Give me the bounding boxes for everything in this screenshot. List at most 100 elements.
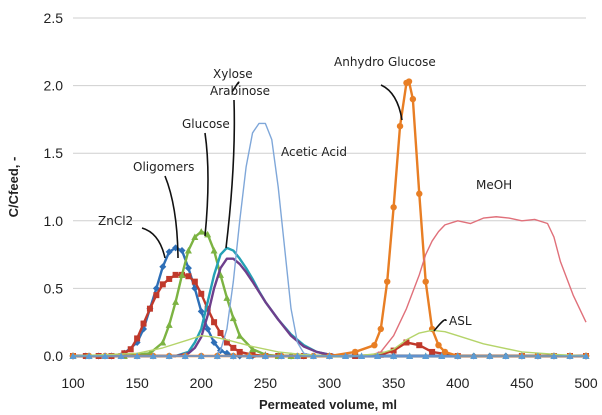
- series-line: [73, 246, 586, 358]
- annotation-leader: [141, 227, 166, 259]
- y-tick-label: 1.0: [44, 213, 64, 229]
- annotation-anhydro-glucose: Anhydro Glucose: [334, 55, 436, 69]
- annotation-leader: [164, 175, 179, 259]
- point: [223, 339, 230, 346]
- point: [185, 273, 192, 280]
- series-meoh: [73, 216, 587, 357]
- annotation-glucose: Glucose: [182, 117, 230, 131]
- point: [277, 352, 285, 359]
- annotation-xylose: Xylose: [213, 67, 253, 81]
- point: [181, 352, 189, 359]
- point: [204, 305, 211, 312]
- point: [384, 278, 391, 285]
- point: [403, 339, 410, 346]
- annotation-meoh: MeOH: [476, 178, 512, 192]
- point: [486, 352, 494, 359]
- point: [409, 95, 417, 103]
- series-line: [73, 273, 586, 358]
- point: [165, 248, 173, 256]
- annotation-leader: [433, 318, 447, 332]
- series-arabinose: [73, 257, 586, 358]
- point: [326, 352, 333, 359]
- point: [236, 332, 244, 339]
- point: [454, 352, 462, 359]
- point: [133, 352, 141, 359]
- series-xylose: [73, 246, 586, 358]
- series-zncl2: [69, 244, 590, 360]
- point: [422, 278, 429, 285]
- y-tick-labels: 0.0 0.5 1.0 1.5 2.0 2.5: [44, 10, 64, 364]
- point: [245, 352, 253, 359]
- series-baseline: [69, 352, 590, 359]
- point: [230, 344, 237, 351]
- y-tick-label: 0.0: [44, 348, 64, 364]
- series-acetic-acid: [73, 122, 586, 357]
- point: [229, 352, 237, 359]
- point: [377, 351, 384, 358]
- point: [191, 278, 198, 285]
- series-oligomers: [70, 271, 589, 359]
- series-line: [73, 257, 586, 358]
- point: [211, 319, 218, 326]
- point: [422, 352, 430, 359]
- point: [406, 352, 414, 359]
- series-lines: [69, 78, 590, 360]
- point: [197, 352, 205, 359]
- point: [396, 122, 404, 130]
- point: [210, 247, 218, 254]
- point: [153, 292, 160, 299]
- x-tick-label: 150: [125, 375, 149, 391]
- point: [374, 352, 382, 359]
- point: [191, 233, 199, 241]
- point: [184, 247, 192, 254]
- point: [229, 314, 237, 322]
- annotation-leaders: [141, 81, 447, 332]
- point: [566, 352, 574, 359]
- x-tick-label: 200: [190, 375, 214, 391]
- point: [172, 298, 180, 305]
- series-line: [73, 122, 586, 357]
- annotation-oligomers: Oligomers: [133, 160, 194, 174]
- point: [204, 230, 212, 238]
- point: [197, 307, 205, 315]
- x-tick-label: 450: [510, 375, 534, 391]
- series-line: [73, 230, 586, 358]
- x-tick-label: 300: [318, 375, 342, 391]
- point: [371, 341, 378, 349]
- point: [101, 352, 109, 359]
- point: [534, 352, 542, 359]
- point: [390, 352, 398, 359]
- point: [146, 305, 153, 312]
- point: [127, 346, 134, 353]
- point: [582, 352, 590, 359]
- point: [351, 348, 359, 356]
- point: [198, 290, 205, 297]
- y-tick-label: 2.5: [44, 10, 64, 26]
- y-tick-label: 1.5: [44, 145, 64, 161]
- point: [435, 341, 442, 349]
- point: [249, 351, 256, 358]
- annotation-arabinose: Arabinose: [210, 84, 270, 98]
- y-axis-title: C/Cfeed, -: [6, 157, 21, 218]
- point: [69, 352, 77, 359]
- annotation-asl: ASL: [449, 314, 472, 328]
- point: [178, 271, 186, 278]
- point: [134, 335, 141, 342]
- point: [210, 338, 218, 346]
- annotation-leader: [225, 99, 236, 249]
- point: [165, 352, 173, 359]
- point: [390, 204, 397, 211]
- annotation-leader: [204, 132, 209, 237]
- point: [159, 263, 167, 271]
- point: [165, 321, 173, 328]
- point: [172, 271, 179, 278]
- point: [470, 352, 478, 359]
- point: [518, 352, 526, 359]
- point: [223, 294, 231, 301]
- x-axis-title: Permeated volume, ml: [259, 397, 397, 412]
- annotation-zncl2: ZnCl2: [98, 214, 133, 228]
- point: [197, 228, 205, 235]
- x-tick-label: 250: [254, 375, 278, 391]
- point: [342, 352, 350, 359]
- series-glucose: [69, 228, 590, 359]
